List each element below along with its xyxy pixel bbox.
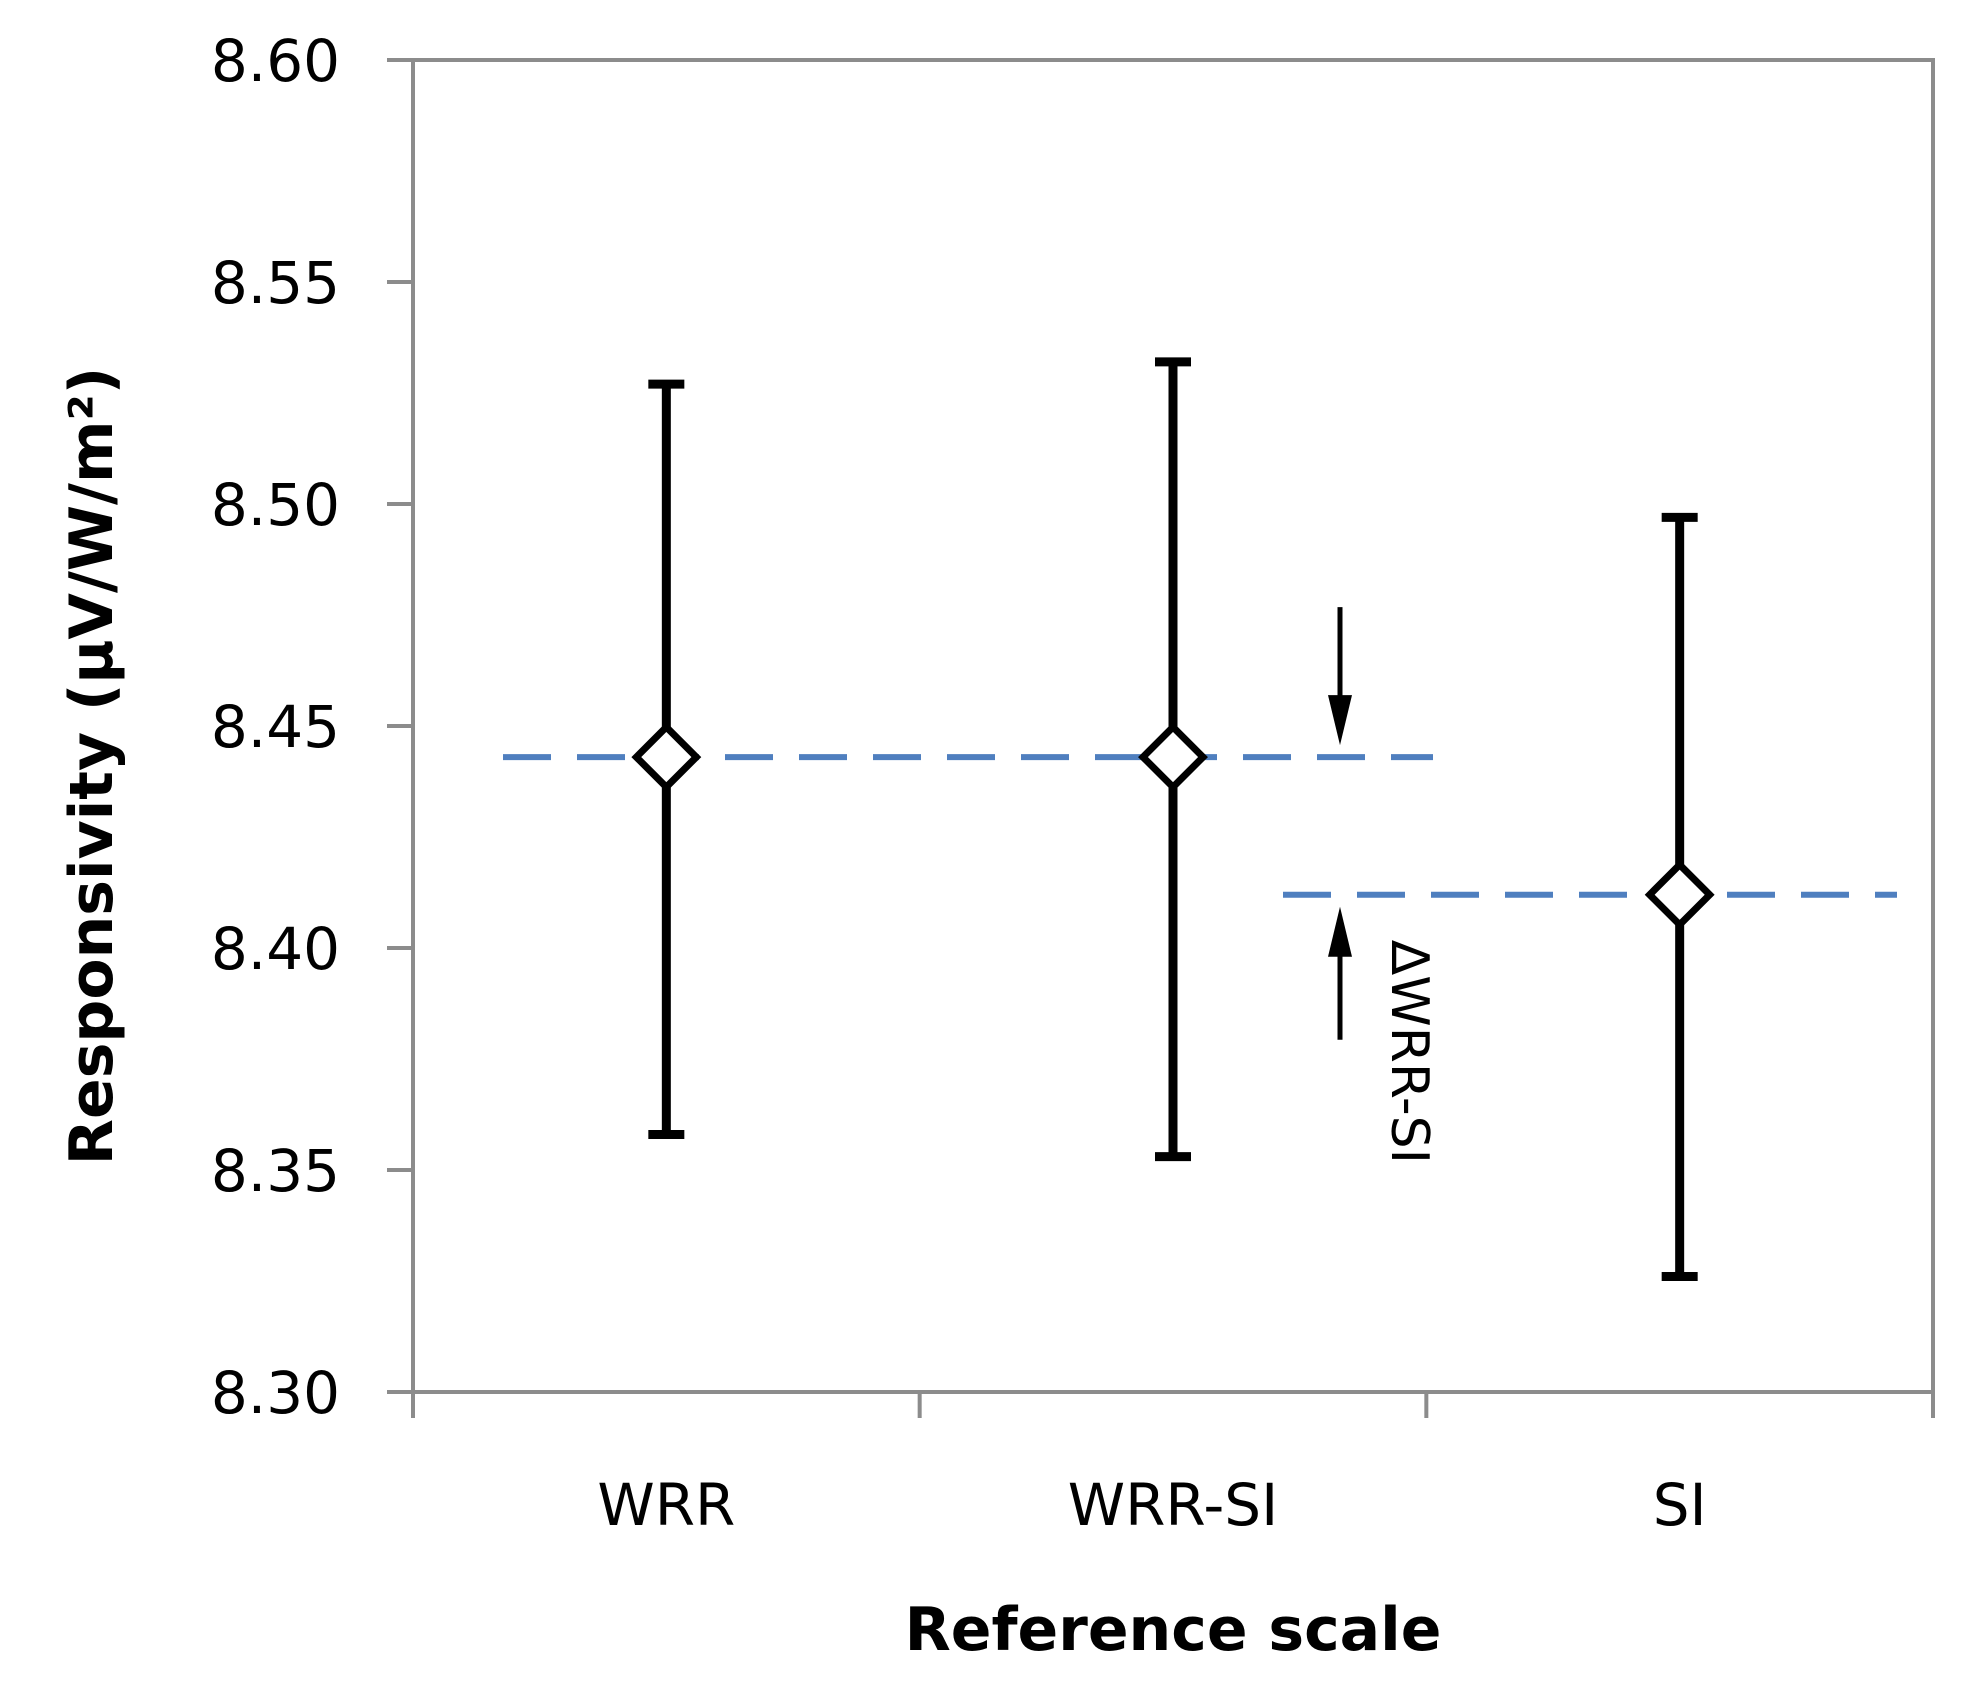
y-tick-label: 8.45 xyxy=(211,693,340,761)
x-tick-label: SI xyxy=(1653,1471,1707,1539)
x-axis-ticks: WRR WRR-SI SI xyxy=(411,1392,1935,1539)
y-tick-label: 8.35 xyxy=(211,1137,340,1205)
data-point xyxy=(1138,722,1208,793)
delta-annotation: ΔWRR-SI xyxy=(1328,607,1439,1164)
x-tick-label: WRR xyxy=(597,1471,735,1539)
data-point xyxy=(1644,859,1715,930)
y-axis-ticks: 8.30 8.35 8.40 8.45 8.50 8.55 8.60 xyxy=(211,27,413,1427)
y-axis-title: Responsivity (µV/W/m²) xyxy=(57,367,127,1165)
y-tick-label: 8.40 xyxy=(211,915,340,983)
y-tick-label: 8.60 xyxy=(211,27,340,95)
delta-annotation-label: ΔWRR-SI xyxy=(1379,940,1439,1164)
y-tick-label: 8.55 xyxy=(211,249,340,317)
y-tick-label: 8.30 xyxy=(211,1359,340,1427)
error-bars xyxy=(648,357,1698,1282)
y-tick-label: 8.50 xyxy=(211,471,340,539)
arrow-up-head xyxy=(1328,906,1352,957)
x-axis-title: Reference scale xyxy=(905,1595,1442,1665)
data-point xyxy=(631,722,702,793)
arrow-down-head xyxy=(1328,695,1352,746)
x-tick-label: WRR-SI xyxy=(1068,1471,1278,1539)
data-markers xyxy=(631,722,1715,930)
